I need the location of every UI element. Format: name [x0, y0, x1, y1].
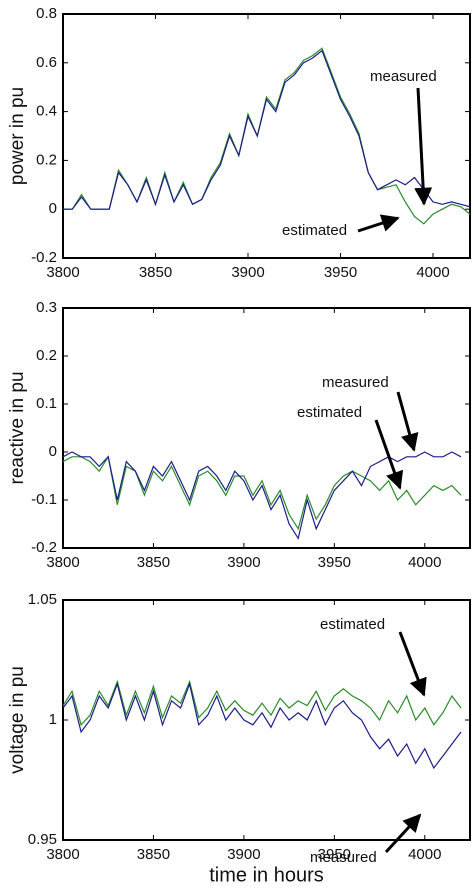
y-tick-label: 0.4	[36, 103, 57, 120]
annotation: measured	[322, 374, 389, 391]
arrow	[398, 631, 427, 697]
annotation: estimated	[297, 404, 362, 421]
arrow	[414, 87, 433, 206]
series-line	[63, 451, 462, 540]
y-tick-label: 1	[49, 711, 57, 728]
annotation: measured	[310, 849, 377, 866]
x-tick-label: 3950	[324, 264, 357, 281]
x-tick-label: 3800	[46, 264, 79, 281]
plot-frame	[62, 307, 471, 549]
y-tick-label: 0.6	[36, 54, 57, 71]
y-tick-label: 0.3	[36, 299, 57, 316]
x-tick-label: 3800	[46, 846, 79, 863]
annotation: estimated	[282, 222, 347, 239]
y-tick-label: 0.95	[28, 831, 57, 848]
arrow	[396, 391, 419, 452]
y-axis-label: power in pu	[7, 87, 28, 185]
arrow	[384, 813, 422, 854]
series-line	[63, 49, 470, 210]
series-line	[63, 679, 462, 726]
x-tick-label: 3950	[318, 554, 351, 571]
y-tick-label: 0	[49, 443, 57, 460]
x-tick-label: 4000	[416, 264, 449, 281]
annotation: measured	[370, 68, 437, 85]
plots: -0.2 0 0.2 0.4 0.6 0.8 3800 3850 3900 3950 4000 pow…	[7, 5, 471, 886]
y-tick-label: -0.1	[31, 491, 57, 508]
x-tick-label: 3950	[318, 846, 351, 863]
y-tick-label: -0.2	[31, 249, 57, 266]
x-tick-label: 3850	[137, 554, 170, 571]
y-tick-label: -0.2	[31, 539, 57, 556]
x-tick-label: 3850	[137, 846, 170, 863]
annotation: estimated	[320, 616, 385, 633]
y-tick-label: 0.1	[36, 395, 57, 412]
y-axis-label: reactive in pu	[7, 371, 28, 484]
x-tick-label: 4000	[408, 554, 441, 571]
series-line	[63, 455, 462, 531]
y-tick-label: 0.2	[36, 151, 57, 168]
arrow	[374, 419, 404, 490]
x-tick-label: 3900	[227, 554, 260, 571]
plot-frame	[62, 599, 471, 841]
x-tick-label: 3900	[227, 846, 260, 863]
y-tick-label: 1.05	[28, 591, 57, 608]
x-tick-label: 3900	[231, 264, 264, 281]
series-line	[63, 681, 462, 770]
plot-frame	[62, 13, 471, 259]
x-tick-label: 3800	[46, 554, 79, 571]
arrow	[357, 214, 400, 233]
x-tick-label: 3850	[139, 264, 172, 281]
annotations: measured estimated measured estimated es…	[282, 68, 437, 866]
x-axis-label: time in hours	[209, 864, 324, 886]
y-tick-label: 0	[49, 200, 57, 217]
y-tick-label: 0.8	[36, 5, 57, 22]
x-tick-label: 4000	[408, 846, 441, 863]
y-tick-label: 0.2	[36, 347, 57, 364]
y-axis-label: voltage in pu	[7, 666, 28, 774]
